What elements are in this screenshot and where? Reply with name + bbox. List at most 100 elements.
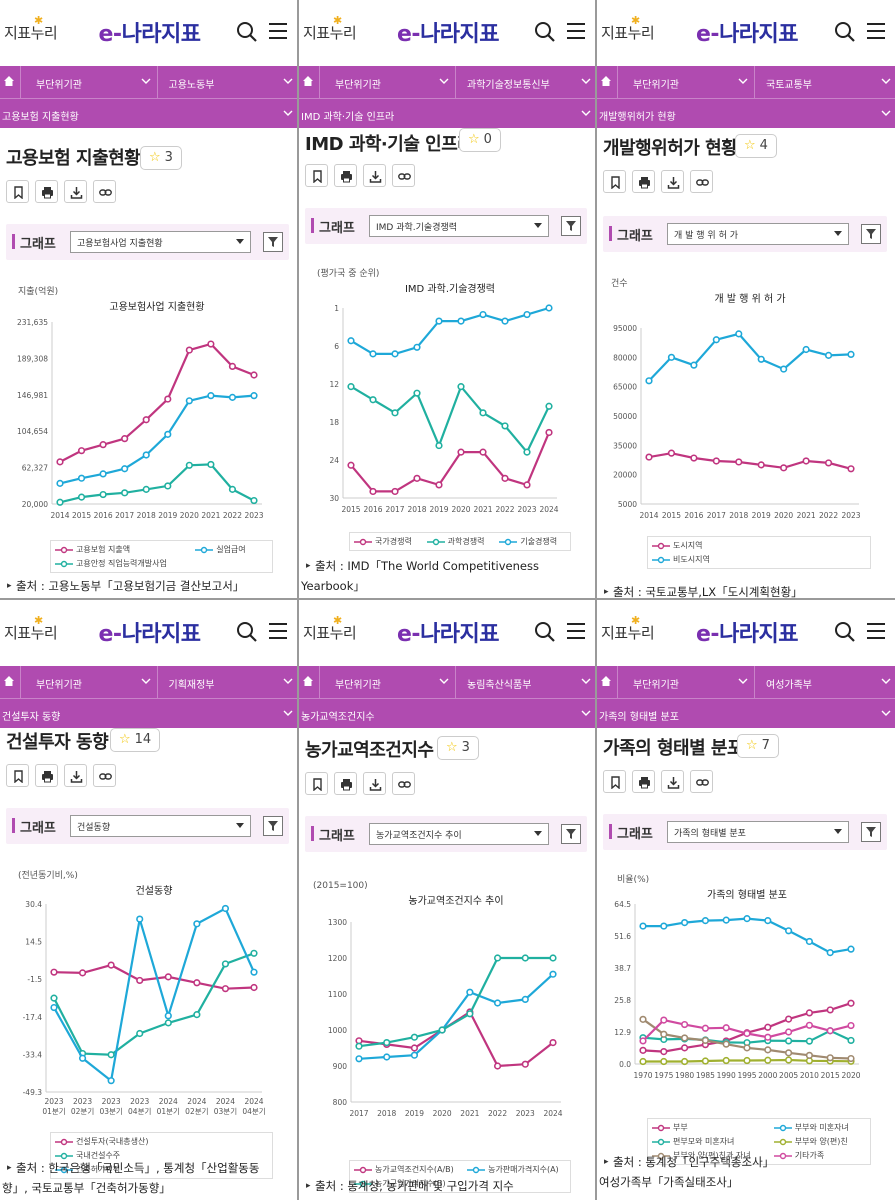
download-icon-button[interactable] — [363, 164, 386, 187]
nav-agency-dropdown[interactable]: 부단위기관 — [633, 80, 679, 91]
bookmark-icon-button[interactable] — [6, 180, 29, 203]
legend-item[interactable]: 국가경쟁력 — [354, 536, 421, 547]
data-point[interactable] — [355, 1055, 363, 1063]
data-point[interactable] — [435, 441, 443, 450]
legend-item[interactable]: 건설투자(국내총생산) — [55, 1136, 268, 1147]
data-point[interactable] — [164, 1019, 172, 1027]
data-point[interactable] — [639, 1037, 647, 1045]
data-point[interactable] — [690, 454, 698, 462]
nav-ministry-dropdown[interactable]: 고용노동부 — [168, 80, 215, 91]
data-point[interactable] — [457, 448, 465, 456]
data-point[interactable] — [701, 917, 709, 925]
data-point[interactable] — [785, 1049, 793, 1057]
data-point[interactable] — [549, 970, 557, 978]
jipyonuri-logo[interactable]: 지표누리 ✱ — [303, 614, 357, 643]
data-point[interactable] — [735, 330, 743, 338]
data-point[interactable] — [826, 1054, 834, 1062]
menu-icon[interactable] — [565, 620, 589, 644]
filter-icon-button[interactable] — [861, 822, 881, 842]
bookmark-icon-button[interactable] — [6, 764, 29, 787]
data-point[interactable] — [639, 1057, 647, 1066]
data-point[interactable] — [413, 389, 421, 397]
data-point[interactable] — [457, 383, 465, 391]
favorite-count-button[interactable]: ☆ 0 — [459, 128, 501, 152]
data-point[interactable] — [347, 461, 355, 469]
data-point[interactable] — [369, 487, 377, 496]
nav-agency-dropdown[interactable]: 부단위기관 — [335, 80, 381, 91]
favorite-count-button[interactable]: ☆ 14 — [110, 728, 161, 752]
legend-item[interactable]: 편부모와 미혼자녀 — [652, 1136, 768, 1147]
data-point[interactable] — [164, 430, 172, 438]
data-point[interactable] — [545, 304, 553, 312]
data-point[interactable] — [479, 409, 487, 417]
data-point[interactable] — [347, 337, 355, 345]
nav-bar-breadcrumb[interactable]: 개발행위허가 현황 — [597, 98, 895, 128]
data-point[interactable] — [523, 481, 531, 489]
data-point[interactable] — [493, 1062, 502, 1070]
data-point[interactable] — [56, 498, 64, 506]
data-point[interactable] — [435, 317, 443, 325]
nav-agency-dropdown[interactable]: 부단위기관 — [335, 680, 381, 691]
legend-item[interactable]: 농가판매가격지수(A) — [467, 1164, 566, 1175]
data-point[interactable] — [142, 416, 150, 424]
download-icon-button[interactable] — [64, 180, 87, 203]
graph-select-dropdown[interactable]: 가족의 형태별 분포 — [667, 821, 849, 843]
home-icon[interactable] — [4, 76, 14, 86]
data-point[interactable] — [701, 1057, 709, 1065]
data-point[interactable] — [667, 449, 676, 457]
data-point[interactable] — [369, 396, 377, 404]
search-icon[interactable] — [833, 620, 857, 644]
data-point[interactable] — [391, 487, 399, 496]
data-point[interactable] — [77, 447, 86, 455]
data-point[interactable] — [438, 1026, 446, 1034]
data-point[interactable] — [847, 1021, 855, 1030]
menu-icon[interactable] — [267, 20, 291, 44]
legend-item[interactable]: 고용안정 직업능력개발사업 — [55, 558, 189, 569]
legend-item[interactable]: 고용보험 지출액 — [55, 544, 189, 555]
data-point[interactable] — [355, 1042, 363, 1050]
data-point[interactable] — [545, 428, 553, 437]
data-point[interactable] — [410, 1044, 419, 1052]
download-icon-button[interactable] — [661, 770, 684, 793]
data-point[interactable] — [250, 392, 258, 400]
data-point[interactable] — [77, 474, 86, 482]
nav-bar-breadcrumb[interactable]: 가족의 형태별 분포 — [597, 698, 895, 728]
e-narajipyo-logo[interactable]: e-나라지표 — [99, 616, 202, 648]
bookmark-icon-button[interactable] — [305, 772, 328, 795]
data-point[interactable] — [391, 350, 399, 358]
data-point[interactable] — [78, 969, 87, 977]
graph-select-dropdown[interactable]: 농가교역조건지수 추이 — [369, 823, 549, 845]
data-point[interactable] — [250, 371, 258, 379]
data-point[interactable] — [250, 983, 258, 992]
data-point[interactable] — [250, 496, 258, 505]
data-point[interactable] — [785, 1037, 793, 1045]
data-point[interactable] — [521, 1060, 529, 1068]
data-point[interactable] — [847, 1054, 855, 1063]
data-point[interactable] — [136, 915, 144, 923]
data-point[interactable] — [185, 346, 193, 354]
search-icon[interactable] — [235, 620, 259, 644]
graph-select-dropdown[interactable]: 고용보험사업 지출현황 — [70, 231, 251, 253]
data-point[interactable] — [764, 1046, 772, 1054]
legend-item[interactable]: 부부 — [652, 1122, 768, 1133]
legend-item[interactable]: 부부와 미혼자녀 — [773, 1122, 866, 1133]
data-point[interactable] — [107, 961, 115, 969]
filter-icon-button[interactable] — [561, 216, 581, 236]
data-point[interactable] — [466, 988, 474, 996]
data-point[interactable] — [639, 1046, 647, 1054]
link-icon-button[interactable] — [93, 180, 116, 203]
data-point[interactable] — [743, 1044, 751, 1052]
e-narajipyo-logo[interactable]: e-나라지표 — [397, 16, 500, 48]
home-icon[interactable] — [303, 676, 313, 686]
data-point[interactable] — [660, 1047, 668, 1056]
data-point[interactable] — [780, 365, 788, 373]
print-icon-button[interactable] — [632, 770, 655, 793]
data-point[interactable] — [250, 949, 258, 957]
data-point[interactable] — [549, 1039, 557, 1047]
link-icon-button[interactable] — [93, 764, 116, 787]
graph-select-dropdown[interactable]: 건설동향 — [70, 815, 251, 837]
menu-icon[interactable] — [865, 620, 889, 644]
data-point[interactable] — [680, 1044, 689, 1052]
legend-item[interactable]: 농가구입가격지수(B) — [354, 1178, 461, 1189]
data-point[interactable] — [457, 317, 465, 325]
